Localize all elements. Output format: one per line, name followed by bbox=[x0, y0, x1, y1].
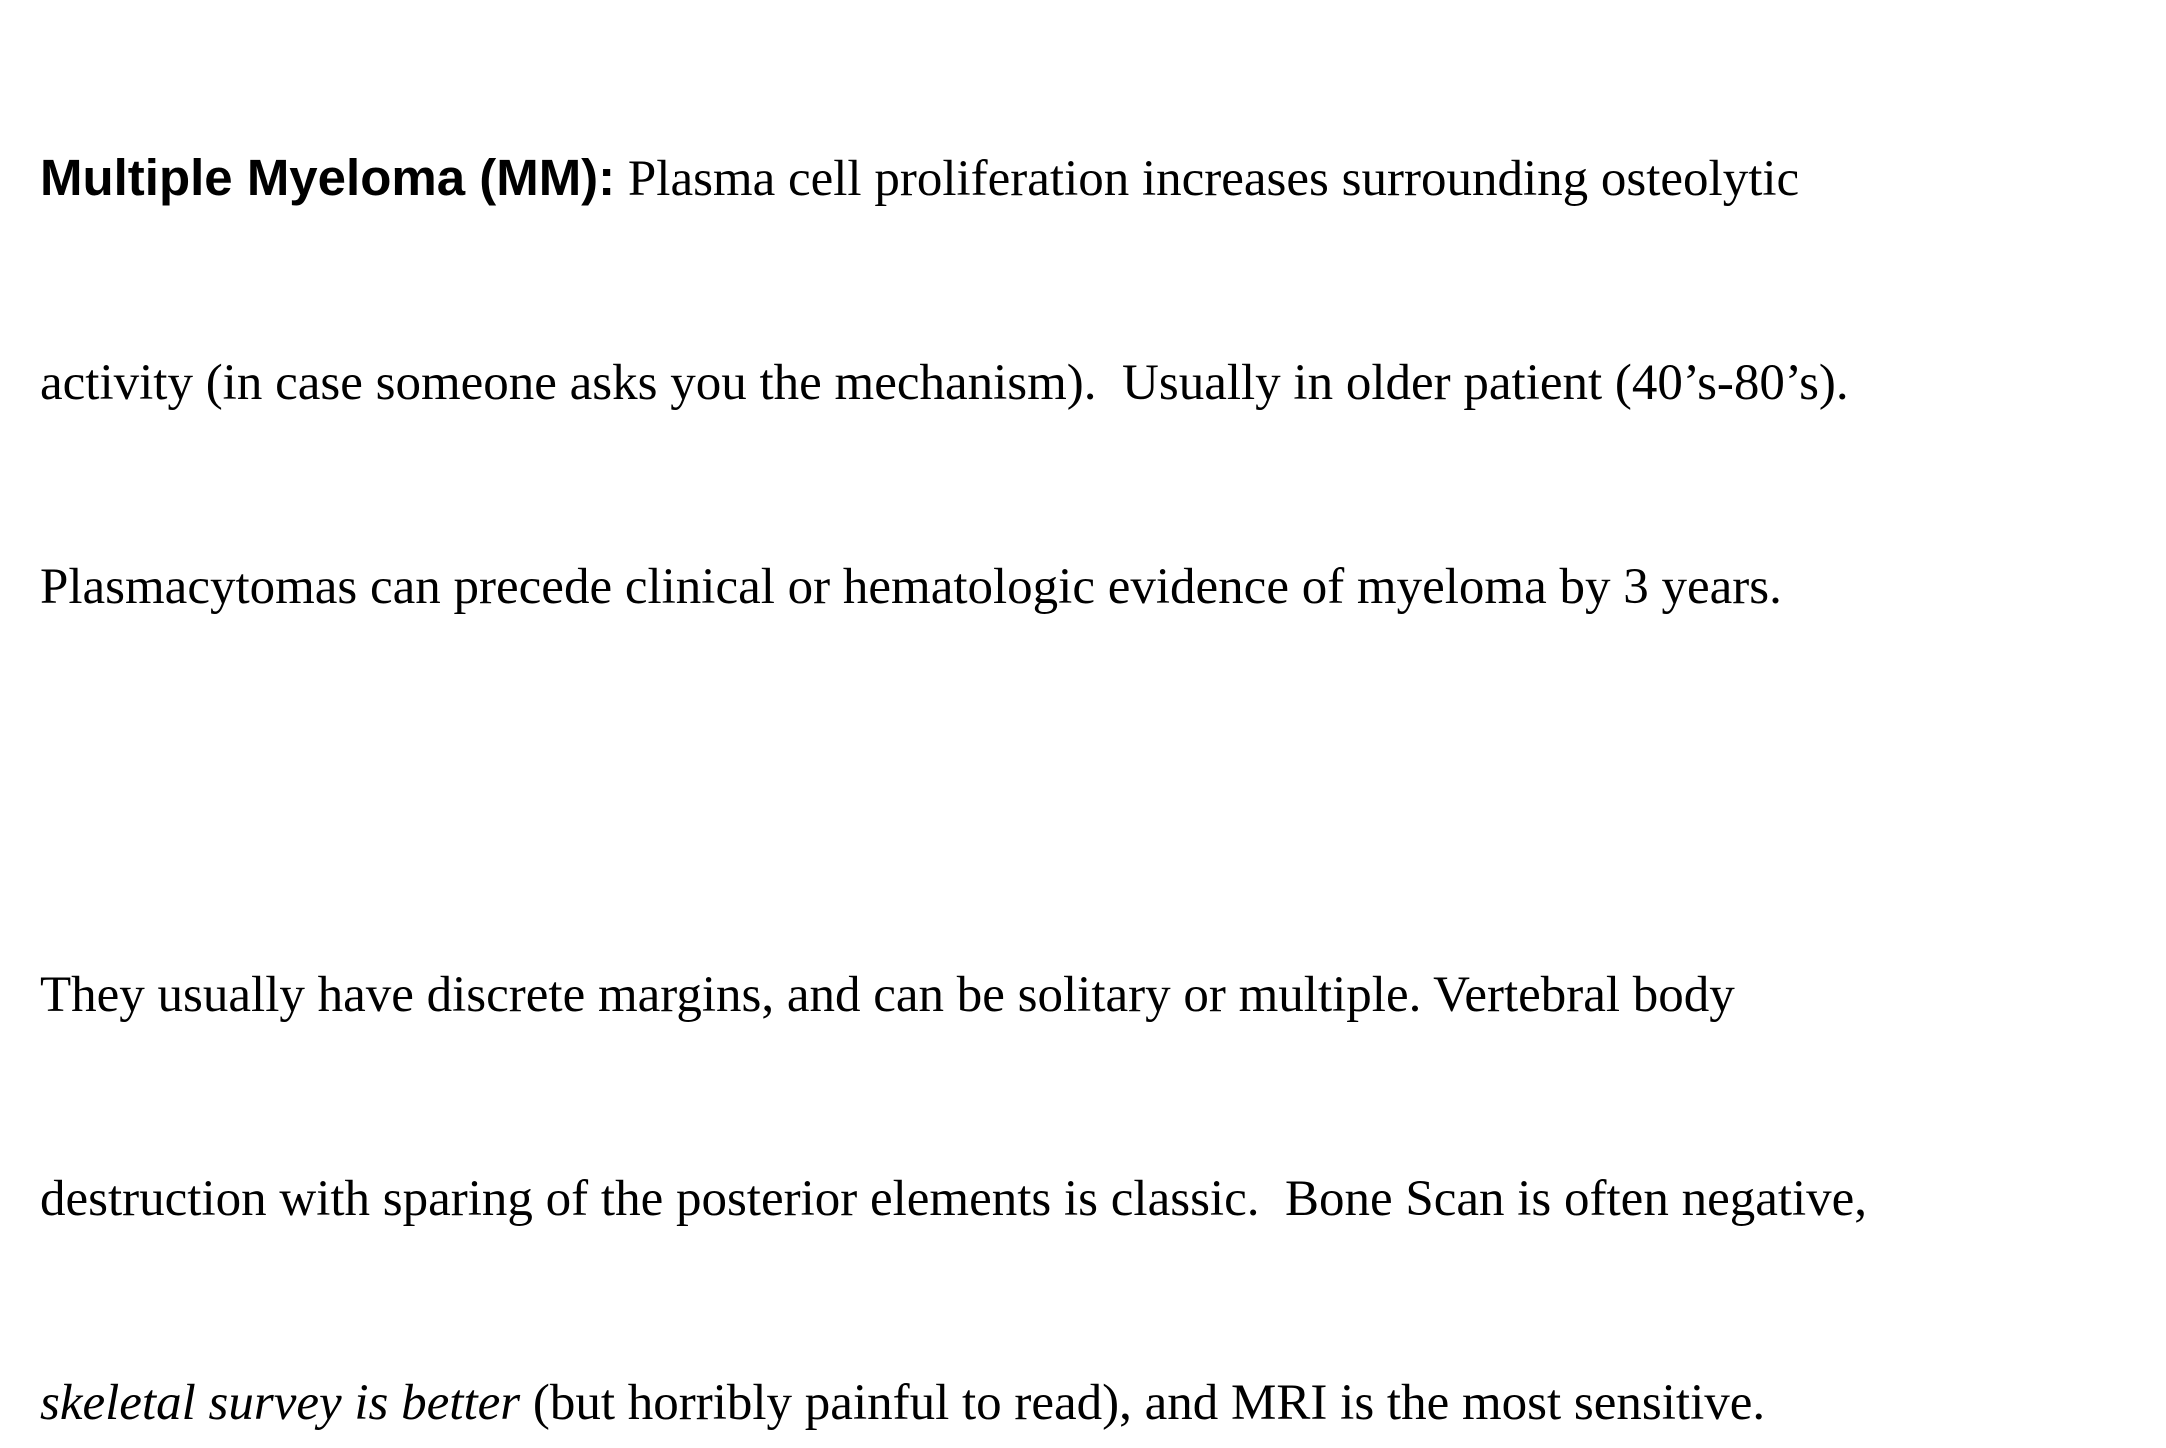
intro-line-1-text: Plasma cell proliferation increases surr… bbox=[627, 151, 1800, 207]
imaging-line-3-text: (but horribly painful to read), and MRI … bbox=[520, 1375, 1766, 1431]
intro-line-3: Plasmacytomas can precede clinical or he… bbox=[40, 559, 1782, 615]
imaging-line-1: They usually have discrete margins, and … bbox=[40, 967, 1735, 1023]
imaging-line-2: destruction with sparing of the posterio… bbox=[40, 1171, 1868, 1227]
document-page: Multiple Myeloma (MM): Plasma cell proli… bbox=[40, 8, 2140, 1448]
imaging-line-3: skeletal survey is better (but horribly … bbox=[40, 1369, 2140, 1437]
paragraph-imaging: They usually have discrete margins, and … bbox=[40, 825, 2140, 1448]
paragraph-mm-intro: Multiple Myeloma (MM): Plasma cell proli… bbox=[40, 8, 2140, 757]
intro-line-1: Multiple Myeloma (MM): Plasma cell proli… bbox=[40, 144, 2140, 213]
section-heading: Multiple Myeloma (MM): bbox=[40, 149, 616, 206]
imaging-emphasis: skeletal survey is better bbox=[40, 1375, 521, 1431]
intro-line-2: activity (in case someone asks you the m… bbox=[40, 355, 1849, 411]
